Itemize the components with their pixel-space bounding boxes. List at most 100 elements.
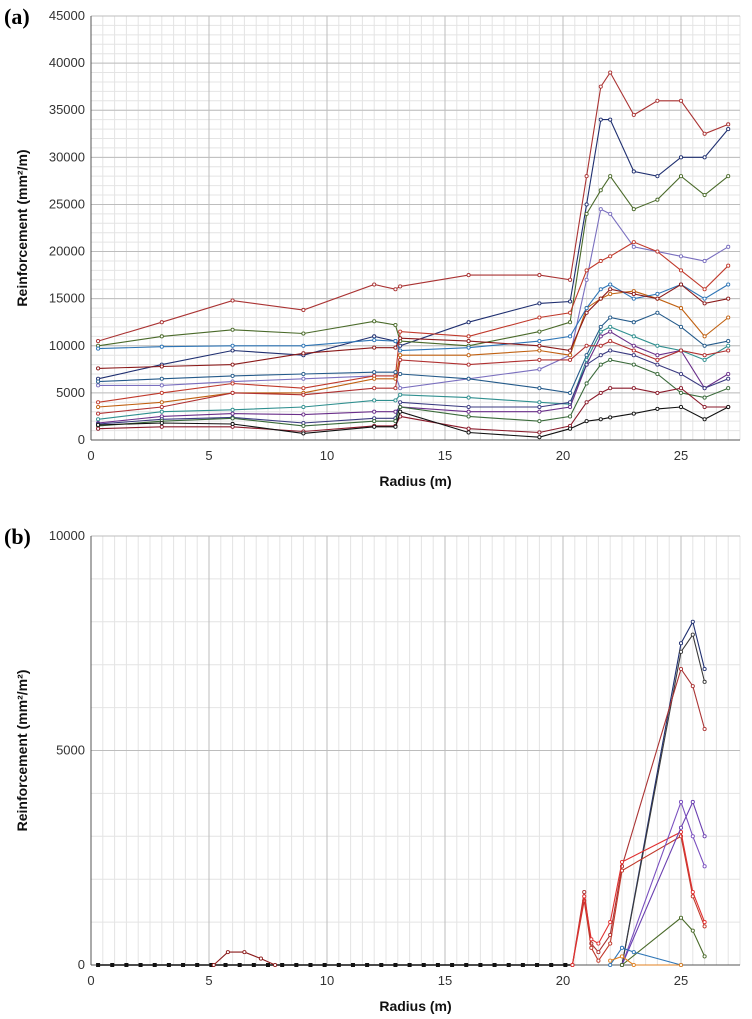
- series-line-10: [98, 326, 729, 420]
- x-tick-label: 20: [556, 973, 570, 988]
- series-point-12: [301, 392, 306, 397]
- x-tick-label: 5: [205, 973, 212, 988]
- series-point-11: [655, 353, 660, 358]
- series-point-8: [96, 366, 101, 371]
- series-point-9: [398, 371, 403, 377]
- x-tick-label: 0: [87, 973, 94, 988]
- series-point-6: [537, 348, 542, 353]
- series-point-2: [608, 117, 613, 122]
- series-point-16: [537, 435, 542, 440]
- series-point-7: [537, 339, 542, 344]
- series-point-12: [655, 357, 660, 362]
- series-point-7: [598, 287, 603, 292]
- series-point-9: [690, 928, 695, 933]
- series-point-8: [466, 339, 471, 344]
- series-point-6: [702, 920, 707, 925]
- series-point-15: [159, 424, 164, 429]
- series-point-12: [678, 348, 684, 353]
- series-point-16: [598, 417, 603, 422]
- x-tick-label: 0: [87, 448, 94, 463]
- series-point-1: [726, 122, 731, 127]
- series-point-8: [631, 291, 636, 297]
- series-point-11: [230, 411, 235, 416]
- series-point-11: [608, 329, 613, 334]
- series-point-9: [584, 353, 589, 358]
- series-baseline-point: [365, 963, 370, 967]
- series-point-6: [726, 315, 731, 320]
- series-point-7: [726, 282, 731, 287]
- series-point-7: [608, 282, 613, 287]
- series-baseline-point: [152, 963, 157, 967]
- series-baseline-point: [478, 963, 483, 967]
- series-point-13: [398, 400, 403, 405]
- series-point-9: [568, 390, 573, 395]
- series-baseline-point: [549, 963, 554, 967]
- series-point-10: [159, 409, 164, 414]
- series-point-5: [702, 287, 707, 292]
- series-line-8: [621, 800, 706, 966]
- series-point-14: [584, 381, 589, 386]
- series-point-1: [301, 307, 306, 313]
- series-line-4: [98, 208, 729, 389]
- series-point-7: [393, 339, 398, 344]
- series-line-10: [609, 947, 682, 966]
- y-tick-label: 35000: [49, 102, 85, 117]
- series-baseline-point: [336, 963, 341, 967]
- series-point-9: [96, 379, 101, 384]
- series-point-6: [608, 920, 613, 925]
- series-point-2: [726, 127, 731, 132]
- series-point-4: [96, 383, 101, 388]
- series-point-14: [568, 414, 573, 419]
- series-line-7: [98, 283, 729, 352]
- series-baseline-point: [393, 963, 398, 967]
- series-point-11: [631, 962, 636, 968]
- series-point-8: [655, 296, 660, 301]
- y-tick-label: 20000: [49, 244, 85, 259]
- series-point-12: [466, 362, 471, 367]
- series-line-12: [98, 340, 729, 415]
- series-point-9: [678, 915, 684, 920]
- series-point-4: [608, 211, 613, 216]
- series-point-8: [608, 287, 613, 292]
- series-point-3: [655, 197, 660, 202]
- series-point-3: [702, 679, 707, 684]
- series-line-3: [98, 175, 729, 347]
- series-point-1: [655, 98, 660, 103]
- series-point-8: [537, 343, 542, 348]
- series-point-7: [678, 799, 684, 805]
- series-point-8: [568, 348, 573, 353]
- chart-a: 0 5 10 15 20 25 0 5000 10000 15000 20000 25000 30000…: [14, 8, 741, 489]
- series-point-4: [678, 666, 684, 672]
- series-baseline-point: [294, 963, 299, 967]
- series-line-3: [621, 633, 706, 966]
- series-point-14: [702, 395, 707, 400]
- series-point-15: [702, 404, 707, 410]
- series-point-1: [159, 320, 164, 325]
- series-point-5: [589, 945, 594, 950]
- y-tick-label: 40000: [49, 55, 85, 70]
- series-point-1: [372, 282, 377, 287]
- series-point-5: [301, 386, 306, 391]
- y-tick-label: 5000: [56, 743, 85, 758]
- series-point-4: [398, 386, 403, 391]
- series-point-5: [159, 390, 164, 395]
- series-point-3: [584, 211, 589, 216]
- y-tick-label: 30000: [49, 149, 85, 164]
- series-point-7: [702, 864, 707, 869]
- series-point-2: [678, 641, 684, 646]
- series-line-11: [610, 955, 681, 966]
- series-point-3: [726, 174, 731, 179]
- series-point-9: [726, 339, 731, 344]
- series-point-6: [96, 404, 101, 410]
- series-baseline-point: [350, 963, 355, 967]
- series-point-7: [372, 338, 377, 343]
- series-point-13: [537, 404, 542, 410]
- series-point-3: [702, 192, 707, 198]
- series-point-3: [678, 174, 684, 179]
- series-point-4: [301, 376, 306, 381]
- x-tick-label: 10: [320, 973, 334, 988]
- series-baseline-point: [563, 963, 568, 967]
- series-point-3: [393, 322, 398, 328]
- series-point-7: [702, 296, 707, 301]
- series-point-5: [702, 924, 707, 929]
